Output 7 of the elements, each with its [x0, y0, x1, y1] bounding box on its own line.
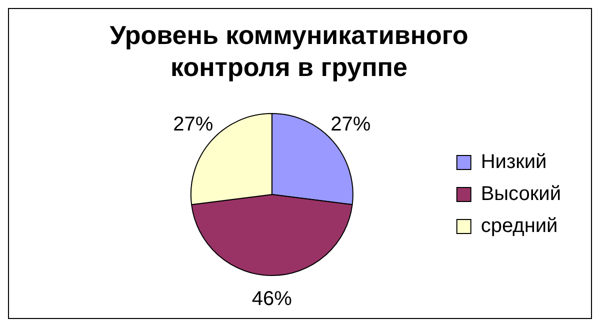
data-label: 27%: [330, 114, 371, 136]
chart-title: Уровень коммуникативного контроля в группе: [108, 19, 470, 83]
legend-label: средний: [480, 215, 558, 238]
data-label: 46%: [252, 288, 292, 310]
legend-label: Низкий: [480, 151, 547, 174]
legend-label: Высокий: [480, 183, 561, 206]
data-label: 27%: [173, 114, 214, 136]
